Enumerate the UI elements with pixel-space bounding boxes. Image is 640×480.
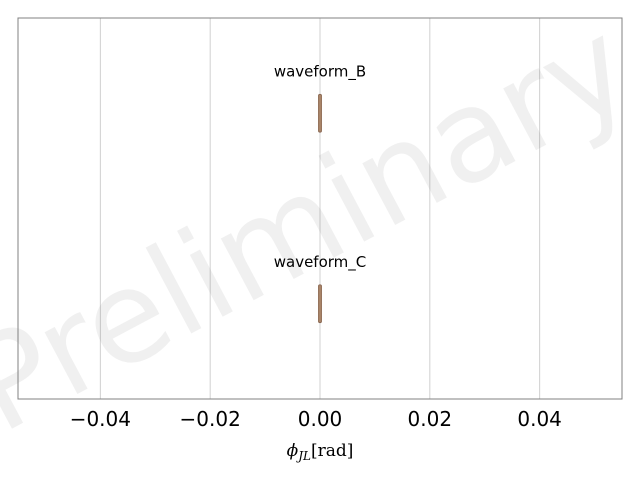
plot-area-frame: [17, 17, 623, 400]
violin-group: waveform_C: [274, 253, 367, 324]
grid-lines: [99, 18, 541, 399]
violin-series: waveform_B waveform_C: [274, 62, 367, 324]
x-axis-label: ϕJL[rad]: [287, 441, 354, 463]
series-label: waveform_C: [274, 253, 367, 272]
x-tick-label: 0.00: [298, 407, 343, 431]
x-tick-label: 0.04: [517, 407, 562, 431]
x-tick-label: −0.02: [180, 407, 241, 431]
x-tick-label: −0.04: [70, 407, 131, 431]
x-tick-label: 0.02: [408, 407, 453, 431]
x-axis-ticks: −0.04 −0.02 0.00 0.02 0.04: [70, 407, 562, 431]
series-label: waveform_B: [274, 62, 366, 81]
violin-group: waveform_B: [274, 62, 366, 133]
